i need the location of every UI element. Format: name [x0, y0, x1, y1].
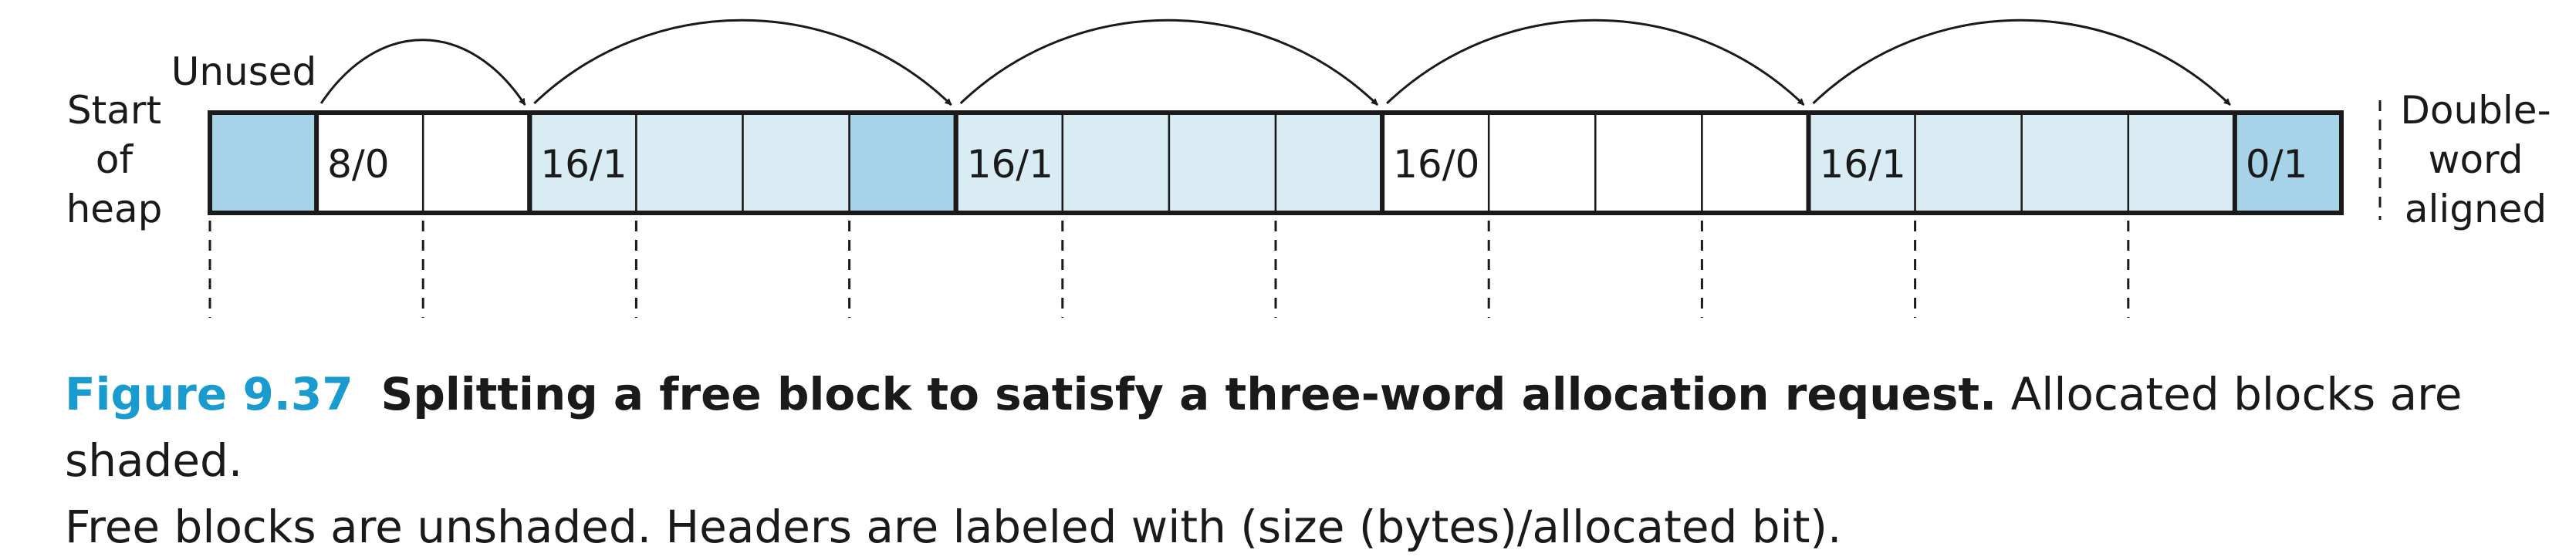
word-cell [315, 111, 424, 214]
header-label: 8/0 [327, 142, 389, 187]
heap-word: 0/1 [2233, 111, 2343, 214]
header-label: 16/1 [1820, 142, 1906, 187]
heap-word [848, 111, 957, 214]
heap-word [635, 111, 744, 214]
header-label: 16/0 [1393, 142, 1479, 187]
block-outlines [208, 110, 2344, 215]
figure-caption: Figure 9.37 Splitting a free block to sat… [65, 361, 2565, 560]
figure-title: Splitting a free block to satisfy a thre… [380, 368, 1997, 420]
word-cell [1807, 111, 1916, 214]
heap-word [1168, 111, 1277, 214]
heap-word [742, 111, 850, 214]
word-cell [955, 111, 1064, 214]
heap-word [1061, 111, 1171, 214]
start-of-heap-label: Start of heap [66, 88, 163, 231]
word-cell [1168, 111, 1277, 214]
double-word-aligned-line: Double- [2400, 88, 2551, 133]
word-cell [421, 111, 531, 214]
word-cell [635, 111, 744, 214]
caption-text-line1: Allocated blocks are shaded. [65, 368, 2463, 487]
double-word-aligned-line: aligned [2405, 187, 2547, 231]
heap-word [1701, 111, 1810, 214]
heap-word: 16/1 [529, 111, 637, 214]
figure-number: Figure 9.37 [65, 368, 353, 420]
unused-label: Unused [171, 49, 317, 94]
word-cell [1594, 111, 1703, 214]
word-cell [2127, 111, 2236, 214]
header-label: 16/1 [540, 142, 627, 187]
word-cell [742, 111, 850, 214]
word-cell [1701, 111, 1810, 214]
heap-word [2127, 111, 2236, 214]
header-label: 16/1 [967, 142, 1053, 187]
next-block-arrow [533, 19, 952, 106]
heap-word [1594, 111, 1703, 214]
next-block-arrow [1812, 19, 2231, 106]
heap-word [2020, 111, 2130, 214]
word-cell [1487, 111, 1597, 214]
block-link-arrows [319, 19, 2231, 106]
start-of-heap-line: Start [67, 88, 161, 133]
start-of-heap-line: heap [66, 187, 163, 231]
heap-outline [208, 110, 2344, 215]
word-cell [208, 111, 318, 214]
word-cell [2020, 111, 2130, 214]
heap-word [208, 111, 318, 214]
heap-words: 8/0 16/1 16/1 16/0 16/1 0/1 [208, 111, 2343, 214]
heap-word: 8/0 [315, 111, 424, 214]
heap-diagram: 8/0 16/1 16/1 16/0 16/1 0/1 Unused Start of h… [66, 19, 2551, 318]
double-word-aligned-label: Double- word aligned [2400, 88, 2551, 231]
word-cell [1914, 111, 2023, 214]
heap-word [1274, 111, 1384, 214]
heap-word [421, 111, 531, 214]
heap-word: 16/1 [955, 111, 1064, 214]
heap-word [1914, 111, 2023, 214]
header-label: 0/1 [2246, 142, 2307, 187]
word-cell [1274, 111, 1384, 214]
start-of-heap-line: of [96, 137, 134, 182]
heap-word [1487, 111, 1597, 214]
next-block-arrow [319, 39, 526, 106]
heap-word: 16/1 [1807, 111, 1916, 214]
double-word-alignment-marks [208, 221, 2130, 318]
word-cell [848, 111, 957, 214]
next-block-arrow [1386, 19, 1805, 106]
caption-text-line2: Free blocks are unshaded. Headers are la… [65, 501, 1842, 553]
heap-word: 16/0 [1381, 111, 1490, 214]
word-cell [1061, 111, 1171, 214]
double-word-aligned-line: word [2429, 137, 2524, 182]
next-block-arrow [959, 19, 1379, 106]
